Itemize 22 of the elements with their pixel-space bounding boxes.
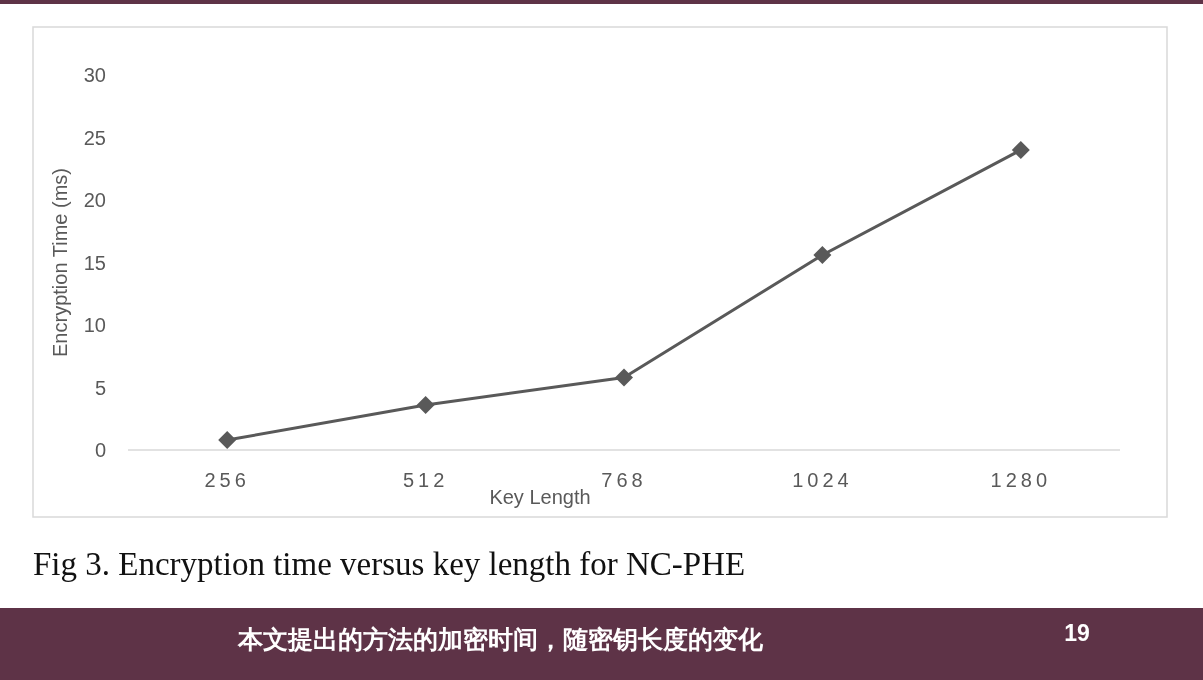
point — [1011, 141, 1030, 159]
x-tick-label: 1024 — [792, 469, 853, 491]
y-tick-label: 20 — [83, 189, 106, 211]
y-tick-label: 30 — [83, 64, 106, 86]
point — [218, 431, 237, 449]
point — [813, 246, 832, 264]
y-tick-label: 0 — [94, 439, 106, 461]
y-tick-label: 10 — [83, 314, 106, 336]
text: 本文提出的方法的加密时间，随密钥长度的变化 — [236, 625, 764, 653]
x-tick-label: 1280 — [990, 469, 1052, 491]
x-tick-label: 512 — [402, 469, 449, 491]
y-tick-label: 15 — [83, 251, 106, 274]
x-tick-label: 768 — [601, 469, 647, 491]
y-tick-label: 5 — [94, 376, 106, 399]
point — [416, 396, 435, 414]
x-tick-label: 256 — [204, 469, 250, 491]
point — [615, 368, 633, 387]
y-tick-label: 25 — [83, 126, 106, 149]
caption: Fig 3. Encryption time versus key length for NC-PHE — [33, 546, 746, 582]
y-axis-title: Encryption Time (ms) — [49, 168, 71, 357]
text: 19 — [1064, 620, 1090, 646]
x-axis-title: Key Length — [489, 486, 591, 508]
